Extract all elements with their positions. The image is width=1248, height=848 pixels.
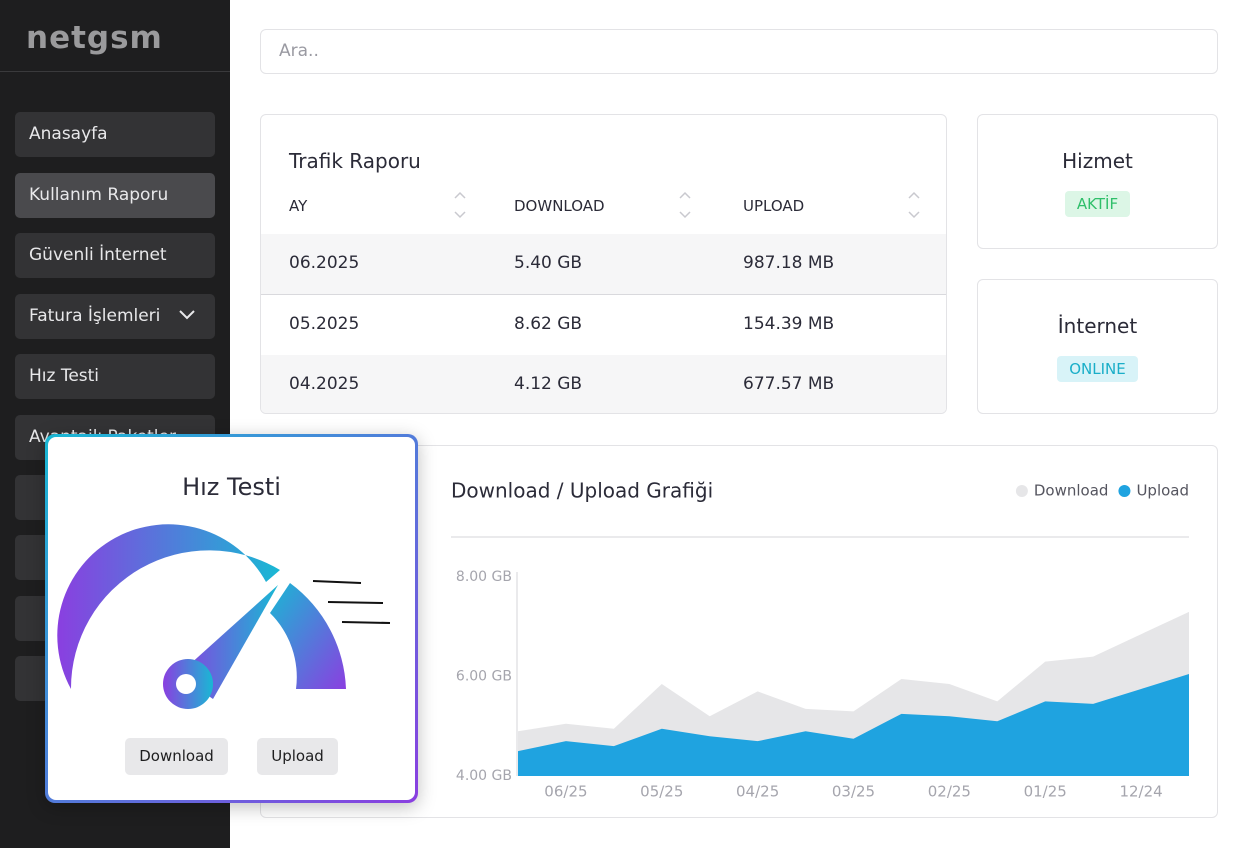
table-row: 05.2025 8.62 GB 154.39 MB	[261, 294, 946, 356]
table-cell: 5.40 GB	[514, 253, 583, 273]
download-button[interactable]: Download	[125, 738, 228, 775]
x-tick-label: 03/25	[832, 783, 875, 801]
speed-test-modal: Hız Testi Download Upload	[45, 434, 418, 803]
speed-lines	[312, 580, 391, 624]
table-cell: 987.18 MB	[743, 253, 835, 273]
legend-label: Download	[1034, 482, 1109, 500]
table-cell: 154.39 MB	[743, 313, 835, 334]
x-tick-label: 06/25	[544, 783, 587, 801]
sort-icon[interactable]	[678, 190, 692, 222]
search-input[interactable]: Ara..	[260, 29, 1218, 74]
chevron	[179, 309, 195, 319]
sort-icon[interactable]	[907, 190, 921, 222]
table-cell: 04.2025	[289, 374, 360, 394]
status-badge: AKTİF	[1064, 191, 1131, 217]
x-tick-label: 05/25	[640, 783, 683, 801]
status-title: Hizmet	[1062, 149, 1133, 173]
menu-item[interactable]: Kullanım Raporu	[15, 172, 215, 218]
upload-button[interactable]: Upload	[257, 738, 338, 775]
status-card: Hizmet AKTİF	[977, 114, 1218, 249]
menu-item[interactable]: Anasayfa	[15, 112, 215, 157]
legend-swatch	[1118, 485, 1131, 497]
gauge-hub-center	[176, 674, 196, 694]
legend-label: Upload	[1136, 482, 1189, 500]
y-tick-label: 4.00 GB	[456, 768, 512, 784]
gauge-arc	[57, 524, 280, 689]
y-tick-label: 8.00 GB	[456, 569, 512, 585]
y-tick-label: 6.00 GB	[456, 669, 512, 685]
table-cell: 06.2025	[289, 253, 360, 273]
table-cell: 4.12 GB	[514, 374, 583, 394]
traffic-table: Trafik Raporu AY DOWNLOAD UPLOAD 06.2025 5.4…	[260, 114, 947, 414]
x-tick-label: 04/25	[736, 783, 779, 801]
modal-body: Hız Testi Download Upload	[48, 437, 415, 800]
column-header: UPLOAD	[743, 197, 805, 215]
x-tick-label: 02/25	[928, 783, 971, 801]
menu-item[interactable]: Güvenli İnternet	[15, 233, 215, 278]
gauge-arc	[270, 583, 346, 689]
column-header: AY	[289, 197, 308, 215]
x-tick-label: 12/24	[1119, 783, 1162, 801]
x-tick-label: 01/25	[1024, 783, 1067, 801]
table-cell: 05.2025	[289, 313, 360, 334]
modal-title: Hız Testi	[182, 473, 281, 501]
menu-item[interactable]: Hız Testi	[15, 354, 215, 399]
legend-swatch	[1015, 485, 1028, 497]
logo: netgsm	[0, 0, 230, 72]
status-badge: ONLINE	[1057, 356, 1138, 382]
table-cell: 8.62 GB	[514, 313, 583, 334]
status-title: İnternet	[1057, 314, 1138, 338]
table-title: Trafik Raporu	[289, 149, 421, 173]
menu-item[interactable]: Fatura İşlemleri	[15, 293, 215, 339]
table-cell: 677.57 MB	[743, 374, 835, 394]
sort-icon[interactable]	[453, 190, 467, 222]
area	[518, 674, 1189, 776]
chart-title: Download / Upload Grafiği	[451, 479, 713, 503]
gauge-icon	[57, 524, 391, 709]
table-row: 04.2025 4.12 GB 677.57 MB	[261, 355, 946, 413]
status-card: İnternet ONLINE	[977, 279, 1218, 414]
column-header: DOWNLOAD	[514, 197, 605, 215]
table-row: 06.2025 5.40 GB 987.18 MB	[261, 234, 946, 295]
